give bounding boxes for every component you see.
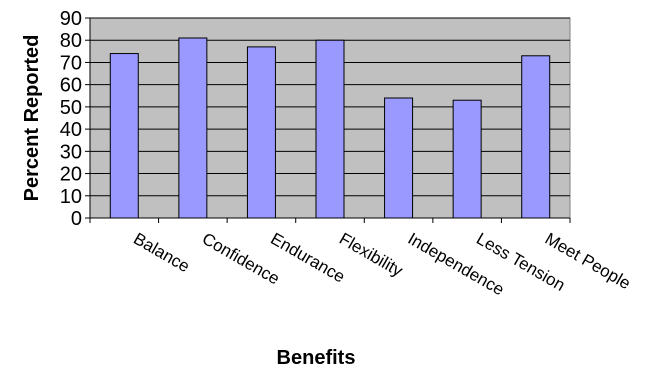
y-axis-title: Percent Reported bbox=[21, 35, 43, 202]
y-tick-label: 30 bbox=[60, 141, 82, 163]
x-axis-ticks bbox=[89, 218, 571, 223]
y-tick-label: 90 bbox=[60, 8, 82, 30]
y-tick-label: 60 bbox=[60, 75, 82, 97]
y-tick-label: 70 bbox=[60, 52, 82, 74]
bar bbox=[384, 97, 414, 219]
y-tick-label: 80 bbox=[60, 30, 82, 52]
x-tick-label: Confidence bbox=[199, 229, 283, 288]
y-tick-label: 40 bbox=[60, 119, 82, 141]
axes bbox=[89, 18, 570, 219]
bar bbox=[521, 55, 551, 219]
bar bbox=[246, 46, 276, 219]
y-tick-label: 50 bbox=[60, 97, 82, 119]
y-tick-label: 0 bbox=[71, 208, 82, 230]
bar bbox=[452, 99, 482, 219]
x-axis-tick-labels: Balance ConfidenceEnduranceFlexibilityInd… bbox=[130, 229, 634, 299]
y-tick-label: 20 bbox=[60, 164, 82, 186]
bar bbox=[178, 37, 208, 219]
x-tick-label: Balance bbox=[130, 229, 193, 276]
x-tick-label: Endurance bbox=[267, 229, 348, 287]
x-tick-label: Flexibility bbox=[336, 229, 406, 281]
bar bbox=[109, 53, 139, 219]
bar bbox=[315, 39, 345, 219]
y-tick-label: 10 bbox=[60, 186, 82, 208]
x-axis-title: Benefits bbox=[277, 347, 356, 368]
bars bbox=[109, 37, 551, 219]
